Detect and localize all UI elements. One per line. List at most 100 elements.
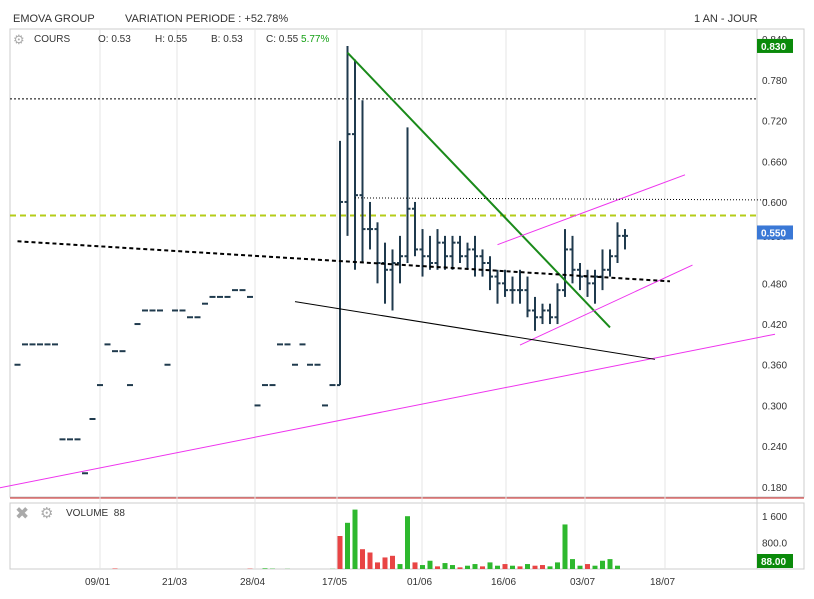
change-percent: 5.77%	[301, 34, 330, 45]
volume-legend-value: 88	[113, 508, 125, 519]
volume-bar	[420, 565, 425, 569]
volume-legend: VOLUME 88	[66, 508, 125, 519]
y-tick-label: 0.360	[762, 361, 787, 372]
ohlc-bars	[14, 45, 628, 475]
volume-bar	[592, 565, 598, 569]
volume-bar	[585, 564, 590, 569]
ohlc-bar	[389, 249, 396, 311]
price-panel-frame	[9, 28, 805, 498]
volume-bar	[480, 566, 485, 569]
volume-bar	[367, 552, 373, 569]
volume-bar	[352, 509, 358, 569]
volume-bar	[262, 568, 268, 569]
ohlc-bar	[404, 127, 411, 263]
volume-bar	[532, 565, 538, 569]
trendline	[346, 52, 611, 329]
gear-icon[interactable]: ⚙	[40, 505, 54, 522]
volume-bar	[577, 565, 583, 569]
ohlc-bar	[517, 269, 523, 304]
volume-bar	[607, 559, 613, 569]
volume-bar	[412, 562, 418, 569]
y-tick-label: 0.180	[762, 483, 787, 494]
volume-bar	[547, 566, 553, 569]
volume-bar	[337, 536, 343, 569]
ohlc-bar	[592, 269, 598, 304]
ohlc-bar	[464, 242, 471, 270]
volume-bar	[345, 522, 350, 569]
x-tick-label: 09/01	[85, 577, 110, 588]
price-badge	[757, 38, 793, 53]
y-tick-label: 0.420	[762, 320, 787, 331]
price-badge-label: 0.550	[761, 228, 786, 239]
open-value: O: 0.53	[98, 34, 131, 45]
trendline	[497, 174, 686, 246]
gear-icon[interactable]: ⚙	[13, 32, 25, 47]
ohlc-bar	[359, 100, 366, 263]
x-tick-label: 17/05	[322, 577, 347, 588]
trendline	[519, 264, 693, 346]
volume-tick-label: 1 600	[762, 512, 787, 523]
close-icon[interactable]: ✖	[15, 504, 30, 523]
volume-tick-label: 800.0	[762, 539, 787, 550]
ohlc-bar	[472, 235, 478, 277]
x-tick-label: 03/07	[570, 577, 595, 588]
trendline	[17, 240, 671, 283]
period-variation: VARIATION PERIODE : +52.78%	[125, 13, 289, 25]
y-tick-label: 0.780	[762, 76, 787, 87]
volume-bars	[112, 509, 620, 569]
volume-bar	[360, 549, 365, 569]
ohlc-bar	[479, 249, 486, 277]
ohlc-bar	[554, 283, 561, 325]
x-tick-label: 28/04	[240, 577, 265, 588]
ohlc-bar	[599, 249, 606, 291]
close-value: C: 0.55 5.77%	[266, 34, 329, 45]
ohlc-bar	[487, 256, 493, 291]
x-tick-label: 16/06	[491, 577, 516, 588]
volume-bar	[562, 524, 568, 569]
volume-bar	[510, 565, 515, 569]
ohlc-bar	[374, 222, 381, 284]
close-value-text: C: 0.55	[266, 34, 299, 45]
ohlc-bar	[622, 229, 628, 250]
volume-bar	[397, 564, 403, 569]
ohlc-bar	[494, 269, 501, 304]
volume-badge	[757, 554, 793, 568]
ohlc-bar	[352, 59, 358, 270]
volume-bar	[615, 565, 620, 569]
y-tick-label: 0.480	[762, 279, 787, 290]
volume-bar	[465, 565, 470, 569]
ohlc-bar	[607, 249, 613, 277]
volume-bar	[405, 516, 410, 569]
period-selector[interactable]: 1 AN - JOUR	[694, 13, 758, 25]
volume-bar	[570, 559, 575, 569]
x-tick-label: 21/03	[162, 577, 187, 588]
price-legend: COURS	[34, 34, 70, 45]
volume-bar	[517, 566, 523, 569]
ohlc-bar	[457, 235, 463, 263]
y-tick-label: 0.240	[762, 442, 787, 453]
ohlc-bar	[509, 276, 516, 304]
ohlc-bar	[419, 229, 426, 277]
volume-bar	[525, 564, 530, 569]
volume-bar	[600, 560, 605, 569]
price-legend-label: COURS	[34, 34, 71, 45]
ohlc-bar	[614, 222, 621, 263]
ohlc-bar	[449, 235, 456, 270]
ohlc-bar	[547, 303, 553, 325]
ohlc-bar	[532, 296, 538, 331]
ohlc-bar	[434, 229, 441, 270]
volume-bar	[495, 565, 500, 569]
volume-bar	[442, 563, 448, 569]
volume-bar	[450, 565, 455, 569]
volume-bar	[487, 562, 493, 569]
volume-bar	[427, 560, 433, 569]
high-value: H: 0.55	[155, 34, 188, 45]
trendline	[294, 301, 656, 360]
ohlc-bar	[562, 229, 568, 297]
trendline	[354, 197, 768, 201]
volume-bar	[540, 565, 545, 569]
volume-bar	[390, 555, 395, 569]
ohlc-bar	[524, 276, 531, 318]
y-tick-label: 0.300	[762, 401, 787, 412]
